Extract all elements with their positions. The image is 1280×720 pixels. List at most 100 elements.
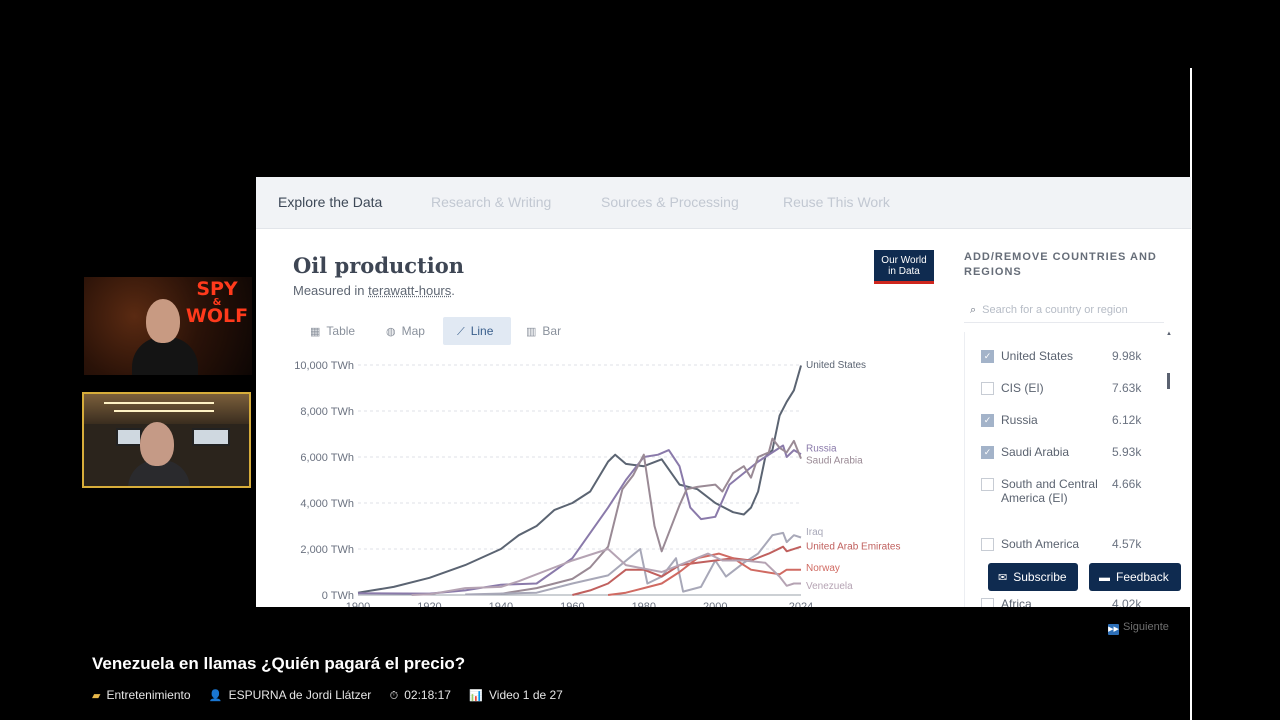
series-label: Russia — [806, 443, 837, 454]
country-value: 7.63k — [1112, 381, 1142, 395]
country-name: Saudi Arabia — [1001, 445, 1070, 459]
checkbox-icon[interactable] — [981, 598, 994, 607]
x-tick-label: 1920 — [417, 601, 441, 607]
webcam-host: SPY & WOLF — [84, 277, 252, 375]
country-value: 4.66k — [1112, 477, 1142, 491]
series-label: United States — [806, 360, 866, 371]
checkbox-checked-icon[interactable]: ✓ — [981, 446, 994, 459]
checkbox-icon[interactable] — [981, 478, 994, 491]
view-tab-label: Bar — [542, 324, 562, 338]
checkbox-icon[interactable] — [981, 538, 994, 551]
guest-face — [140, 422, 174, 466]
sidebar-heading: ADD/REMOVE COUNTRIES AND REGIONS — [964, 251, 1157, 278]
sidebar-scrollbar[interactable] — [1167, 373, 1170, 389]
video-title: Venezuela en llamas ¿Quién pagará el pre… — [92, 654, 466, 673]
folder-icon: ▰ — [92, 690, 101, 702]
country-name: United States — [1001, 349, 1074, 363]
tab-sources-processing[interactable]: Sources & Processing — [601, 194, 739, 210]
table-icon: ▦ — [310, 326, 321, 338]
divider-line — [1190, 68, 1192, 720]
country-value: 4.57k — [1112, 537, 1142, 551]
y-tick-label: 2,000 TWh — [300, 544, 354, 556]
owid-page: Explore the Data Research & Writing Sour… — [256, 177, 1191, 607]
subtitle-suffix: . — [451, 283, 455, 298]
host-face — [146, 299, 180, 343]
ceiling-light — [114, 410, 214, 412]
feedback-label: Feedback — [1116, 570, 1169, 584]
category-text: Entretenimiento — [106, 688, 191, 702]
country-value: 6.12k — [1112, 413, 1142, 427]
checkbox-icon[interactable] — [981, 382, 994, 395]
country-value: 9.98k — [1112, 349, 1142, 363]
mail-icon: ✉ — [998, 572, 1008, 584]
subtitle-prefix: Measured in — [293, 283, 369, 298]
meta-duration: ⏱ 02:18:17 — [390, 688, 451, 702]
x-tick-label: 1960 — [560, 601, 584, 607]
feedback-button[interactable]: ▬ Feedback — [1089, 563, 1181, 591]
y-tick-label: 4,000 TWh — [300, 498, 354, 510]
series-line — [411, 548, 801, 596]
tab-reuse-this-work[interactable]: Reuse This Work — [783, 194, 890, 210]
country-name: Africa — [1001, 597, 1032, 607]
chart-title: Oil production — [293, 253, 465, 278]
meta-category[interactable]: ▰ Entretenimiento — [92, 688, 191, 702]
series-label: Iraq — [806, 527, 823, 538]
x-tick-label: 1940 — [489, 601, 513, 607]
chart-subtitle: Measured in terawatt-hours. — [293, 283, 455, 298]
line-chart: 0 TWh 2,000 TWh 4,000 TWh 6,000 TWh 8,000 TW… — [294, 360, 900, 607]
tab-explore-the-data[interactable]: Explore the Data — [278, 194, 383, 210]
checkbox-checked-icon[interactable]: ✓ — [981, 414, 994, 427]
scroll-up-icon[interactable]: ▲ — [1166, 331, 1172, 337]
x-tick-label: 2000 — [703, 601, 727, 607]
line-chart-icon: ⟋ — [457, 326, 465, 338]
host-body — [132, 337, 198, 375]
series-label: Venezuela — [806, 581, 853, 592]
spy-wolf-logo: SPY & WOLF — [184, 279, 250, 327]
subscribe-button[interactable]: ✉ Subscribe — [988, 563, 1078, 591]
y-tick-label: 8,000 TWh — [300, 406, 354, 418]
ceiling — [84, 394, 249, 424]
series-label: Saudi Arabia — [806, 455, 863, 466]
ceiling-light — [104, 402, 214, 404]
meta-channel[interactable]: 👤 ESPURNA de Jordi Llátzer — [209, 688, 371, 702]
logo-line-2: in Data — [888, 266, 920, 277]
x-tick-label: 1900 — [346, 601, 370, 607]
view-tab-table[interactable]: ▦ Table — [310, 317, 368, 345]
series-label: Norway — [806, 563, 840, 574]
owid-logo[interactable]: Our World in Data — [874, 250, 934, 284]
country-name: South and Central America (EI) — [1001, 477, 1098, 505]
series-line — [607, 552, 801, 596]
search-icon: ⌕ — [970, 304, 977, 316]
chat-icon: ▬ — [1099, 572, 1110, 584]
skip-next-icon: ▶▶ — [1108, 624, 1119, 635]
y-tick-label: 0 TWh — [322, 590, 354, 602]
subscribe-label: Subscribe — [1013, 570, 1067, 584]
unit-link[interactable]: terawatt-hours — [368, 283, 452, 298]
checkbox-checked-icon[interactable]: ✓ — [981, 350, 994, 363]
country-name: Russia — [1001, 413, 1038, 427]
stopwatch-icon: ⏱ — [389, 690, 399, 702]
tab-research-writing[interactable]: Research & Writing — [431, 194, 552, 210]
y-tick-label: 10,000 TWh — [294, 360, 354, 372]
video-meta: ▰ Entretenimiento 👤 ESPURNA de Jordi Llátz… — [92, 688, 578, 703]
bar-chart-icon: ▥ — [526, 326, 537, 338]
logo-line-1: Our World — [881, 255, 927, 266]
view-tab-line[interactable]: ⟋ Line — [443, 317, 511, 345]
next-label: Siguiente — [1123, 621, 1169, 633]
user-icon: 👤 — [208, 690, 223, 702]
search-placeholder: Search for a country or region — [982, 304, 1128, 316]
country-search-input[interactable]: ⌕ Search for a country or region — [964, 297, 1164, 323]
view-tab-map[interactable]: ◍ Map — [386, 317, 438, 345]
view-tab-label: Map — [401, 324, 425, 338]
position-text: Video 1 de 27 — [489, 688, 563, 702]
view-tab-label: Table — [326, 324, 356, 338]
brand-line-1: SPY — [196, 278, 238, 300]
monitor — [116, 428, 142, 446]
series-line — [465, 531, 802, 596]
next-video-button[interactable]: ▶▶ Siguiente — [1108, 621, 1169, 635]
y-tick-label: 6,000 TWh — [300, 452, 354, 464]
channel-text: ESPURNA de Jordi Llátzer — [228, 688, 372, 702]
view-tab-bar[interactable]: ▥ Bar — [526, 317, 574, 345]
country-list: ✓ United States 9.98k CIS (EI) 7.63k ✓ R… — [964, 332, 1170, 607]
country-name: CIS (EI) — [1001, 381, 1044, 395]
